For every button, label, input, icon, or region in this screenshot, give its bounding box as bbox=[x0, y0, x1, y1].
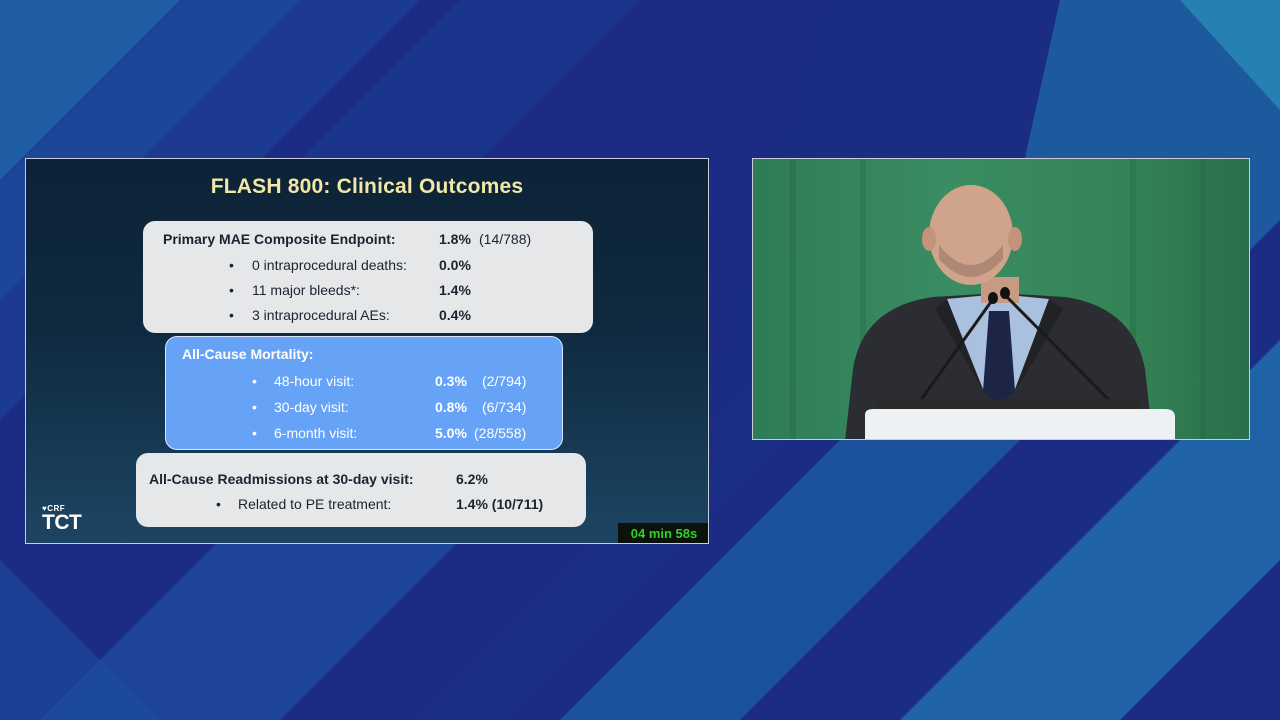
primary-item-label: 3 intraprocedural AEs: bbox=[252, 307, 390, 323]
primary-item-value: 0.4% bbox=[439, 307, 471, 323]
bullet: • bbox=[229, 257, 234, 273]
primary-item-value: 1.4% bbox=[439, 282, 471, 298]
mortality-item-value: 0.3% bbox=[435, 373, 467, 389]
readmissions-item-value: 1.4% (10/711) bbox=[456, 496, 544, 512]
speaker-illustration bbox=[790, 159, 1206, 439]
countdown-timer: 04 min 58s bbox=[618, 523, 708, 543]
readmissions-label: All-Cause Readmissions at 30-day visit: bbox=[149, 471, 414, 487]
bullet: • bbox=[252, 373, 257, 389]
mortality-item-count: (28/558) bbox=[474, 425, 527, 441]
mortality-item-value: 5.0% bbox=[435, 425, 467, 441]
mortality-item-label: 48-hour visit: bbox=[274, 373, 355, 389]
readmissions-value: 6.2% bbox=[456, 471, 488, 487]
tct-logo: ♥CRF TCT bbox=[42, 504, 82, 534]
primary-item-label: 0 intraprocedural deaths: bbox=[252, 257, 407, 273]
bullet: • bbox=[229, 282, 234, 298]
readmissions-item-label: Related to PE treatment: bbox=[238, 496, 392, 512]
mortality-item-label: 30-day visit: bbox=[274, 399, 349, 415]
primary-endpoint-box: Primary MAE Composite Endpoint: 1.8% (14… bbox=[143, 221, 593, 333]
speaker-video-feed bbox=[752, 158, 1250, 440]
slide-title: FLASH 800: Clinical Outcomes bbox=[210, 175, 524, 198]
mortality-label: All-Cause Mortality: bbox=[182, 346, 314, 362]
primary-endpoint-value: 1.8% bbox=[439, 231, 471, 247]
heart-icon: ♥ bbox=[42, 504, 48, 513]
bullet: • bbox=[252, 399, 257, 415]
mortality-item-label: 6-month visit: bbox=[274, 425, 358, 441]
readmissions-box: All-Cause Readmissions at 30-day visit: … bbox=[136, 453, 586, 527]
primary-item-value: 0.0% bbox=[439, 257, 471, 273]
presentation-slide: FLASH 800: Clinical Outcomes Primary MAE… bbox=[25, 158, 709, 544]
primary-item-label: 11 major bleeds*: bbox=[252, 282, 360, 298]
mortality-box: All-Cause Mortality: • 48-hour visit: 0.… bbox=[165, 336, 563, 450]
bullet: • bbox=[216, 496, 221, 512]
mortality-item-value: 0.8% bbox=[435, 399, 467, 415]
bullet: • bbox=[252, 425, 257, 441]
bullet: • bbox=[229, 307, 234, 323]
mortality-item-count: (2/794) bbox=[482, 373, 527, 389]
tct-logo-text: TCT bbox=[42, 511, 82, 534]
primary-endpoint-count: (14/788) bbox=[479, 231, 532, 247]
mortality-item-count: (6/734) bbox=[482, 399, 527, 415]
crf-logo-text: ♥CRF bbox=[42, 504, 66, 513]
primary-endpoint-label: Primary MAE Composite Endpoint: bbox=[163, 231, 396, 247]
